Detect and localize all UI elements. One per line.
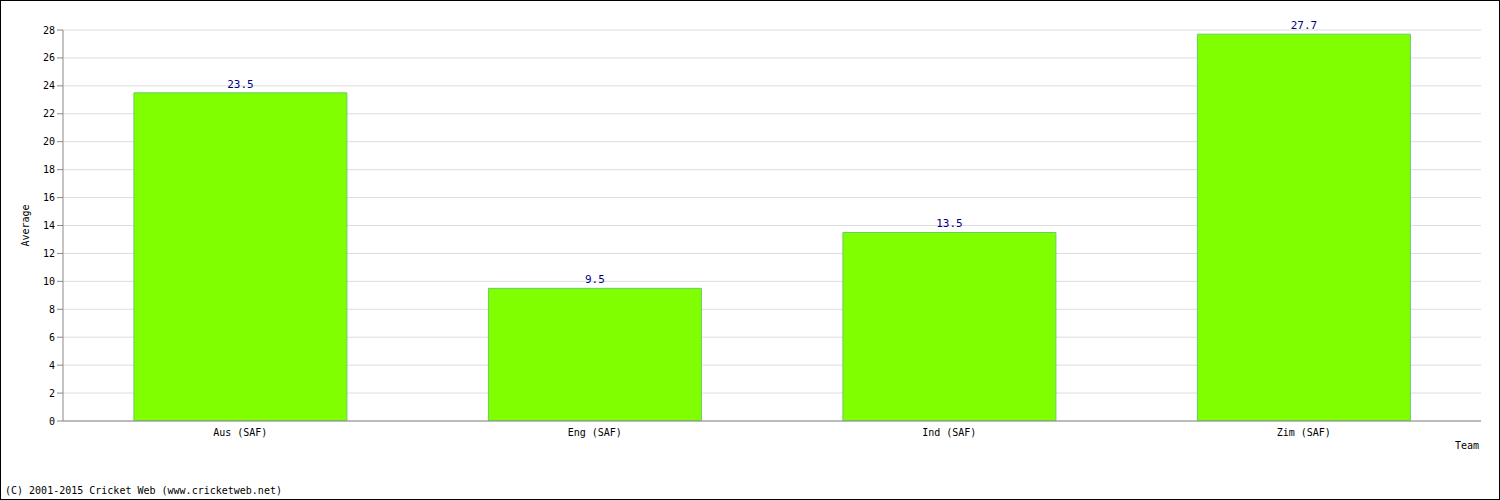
svg-text:27.7: 27.7 [1291, 19, 1318, 32]
svg-text:10: 10 [43, 276, 55, 287]
svg-text:12: 12 [43, 248, 55, 259]
svg-text:14: 14 [43, 220, 55, 231]
svg-text:28: 28 [43, 25, 55, 36]
svg-text:6: 6 [49, 332, 55, 343]
svg-text:16: 16 [43, 192, 55, 203]
svg-text:18: 18 [43, 164, 55, 175]
svg-text:0: 0 [49, 416, 55, 427]
svg-text:4: 4 [49, 360, 55, 371]
svg-text:2: 2 [49, 388, 55, 399]
svg-text:Average: Average [20, 204, 31, 246]
svg-text:Team: Team [1455, 440, 1479, 451]
svg-text:Ind (SAF): Ind (SAF) [922, 427, 976, 438]
svg-text:23.5: 23.5 [227, 78, 254, 91]
svg-text:22: 22 [43, 108, 55, 119]
svg-text:Aus (SAF): Aus (SAF) [213, 427, 267, 438]
svg-text:8: 8 [49, 304, 55, 315]
svg-text:20: 20 [43, 136, 55, 147]
svg-text:Eng (SAF): Eng (SAF) [568, 427, 622, 438]
svg-text:24: 24 [43, 80, 55, 91]
svg-text:13.5: 13.5 [936, 217, 963, 230]
svg-text:9.5: 9.5 [585, 273, 605, 286]
svg-text:Zim (SAF): Zim (SAF) [1277, 427, 1331, 438]
html-text:(C) 2001-2015 Cricket Web (www: (C) 2001-2015 Cricket Web (www.cricketwe… [5, 485, 282, 496]
svg-text:26: 26 [43, 52, 55, 63]
